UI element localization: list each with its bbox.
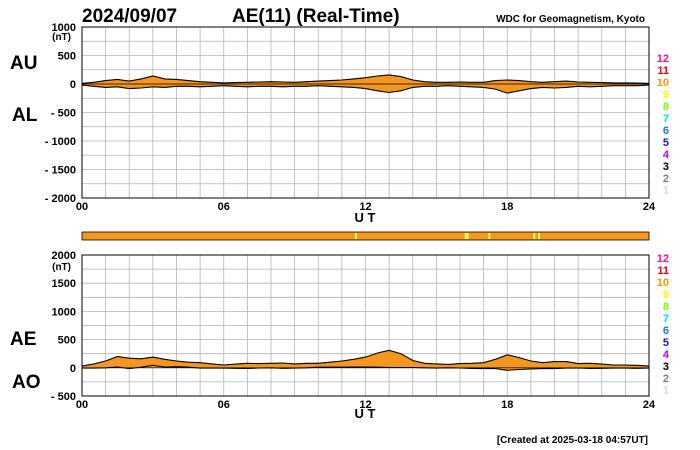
au-al-x-tick-label: 18 [501,201,513,213]
au-al-grid [82,27,649,198]
created-timestamp: [Created at 2025-03-18 04:57UT] [497,435,648,446]
plot-title: AE(11) (Real-Time) [232,6,400,27]
status-bar-mark [488,233,491,239]
au-al-y-tick-label: - 1000 [45,136,76,148]
station-count-6: 6 [663,325,669,337]
station-count-7: 7 [663,113,669,125]
station-count-12: 12 [657,253,669,265]
ae-ao-x-axis-label: U T [355,406,376,421]
au-al-unit: (nT) [52,32,71,43]
station-count-7: 7 [663,313,669,325]
ae-ao-x-tick-label: 00 [76,399,88,411]
plot-date: 2024/09/07 [82,6,177,27]
station-count-1: 1 [663,185,669,197]
ae-ao-x-ticks: 00 06 12 18 24 [76,399,656,411]
ae-ao-x-tick-label: 24 [643,399,656,411]
series-line-ae [81,349,650,367]
ae-ao-grid [82,255,649,396]
series-fill-au [82,74,649,84]
au-al-y-tick-label: - 1500 [45,165,76,177]
ae-ao-x-tick-label: 06 [218,399,230,411]
ae-ao-x-tick-label: 12 [359,399,371,411]
au-al-frame [81,26,650,199]
station-count-4: 4 [663,349,670,361]
station-count-9: 9 [663,289,669,301]
ae-ao-x-tick-label: 18 [501,399,513,411]
station-count-1: 1 [663,385,669,397]
al-label: AL [12,105,38,126]
au-al-y-tick-label: - 2000 [45,193,76,205]
au-al-x-tick-label: 24 [643,201,656,213]
au-al-x-tick-label: 12 [359,201,371,213]
station-count-10: 10 [657,77,669,89]
station-count-5: 5 [663,337,669,349]
au-al-y-tick-label: 1000 [52,22,76,34]
au-al-x-tick-label: 06 [218,201,230,213]
ae-ao-areas [81,254,650,397]
ae-ao-y-tick-label: - 500 [51,391,76,403]
status-bar-mark [354,233,357,239]
station-count-8: 8 [663,301,669,313]
station-count-12: 12 [657,53,669,65]
au-al-y-ticks: 1000 500 0 - 500 - 1000 - 1500 - 2000 [45,22,76,205]
series-line-au [81,74,650,84]
series-line-ao [82,364,650,371]
station-count-11: 11 [657,265,669,277]
station-count-6: 6 [663,125,669,137]
au-al-areas [81,26,650,199]
au-al-y-tick-label: - 500 [51,108,76,120]
station-count-11: 11 [657,65,669,77]
au-al-x-axis-label: U T [355,210,376,225]
ae-ao-y-tick-label: 2000 [52,250,76,262]
ae-ao-y-tick-label: 500 [58,335,76,347]
au-al-y-tick-label: 0 [70,79,76,91]
ae-label: AE [10,329,36,350]
ae-ao-y-ticks: 2000 1500 1000 500 0 - 500 [51,250,76,403]
au-al-x-tick-label: 00 [76,201,88,213]
data-status-bar [81,231,650,241]
station-count-4: 4 [663,149,670,161]
au-al-panel: 1000 500 0 - 500 - 1000 - 1500 - 2000 00 06 12 18… [10,22,656,225]
ae-ao-y-tick-label: 1000 [52,306,76,318]
ae-ao-unit: (nT) [52,262,71,273]
au-al-y-tick-label: 500 [58,51,76,63]
station-count-2: 2 [663,373,669,385]
ae-ao-panel: 2000 1500 1000 500 0 - 500 00 06 12 18 24 (nT) AE… [10,250,656,421]
station-count-3: 3 [663,161,669,173]
status-bar-track [81,231,650,241]
station-count-10: 10 [657,277,669,289]
au-al-x-ticks: 00 06 12 18 24 [76,201,656,213]
station-count-3: 3 [663,361,669,373]
series-fill-ae [82,350,649,368]
status-bar-mark [466,233,469,239]
station-count-8: 8 [663,101,669,113]
ae-ao-y-tick-label: 0 [70,363,76,375]
station-count-2: 2 [663,173,669,185]
au-label: AU [10,53,37,74]
ae-ao-frame [81,254,650,397]
status-bar-mark [537,233,540,239]
status-bar-mark [464,233,467,239]
series-line-al [81,84,650,94]
station-count-9: 9 [663,89,669,101]
status-bar-mark [533,233,536,239]
ao-label: AO [12,372,41,393]
source-credit: WDC for Geomagnetism, Kyoto [496,14,645,25]
station-count-5: 5 [663,137,669,149]
ae-ao-y-tick-label: 1500 [52,278,76,290]
